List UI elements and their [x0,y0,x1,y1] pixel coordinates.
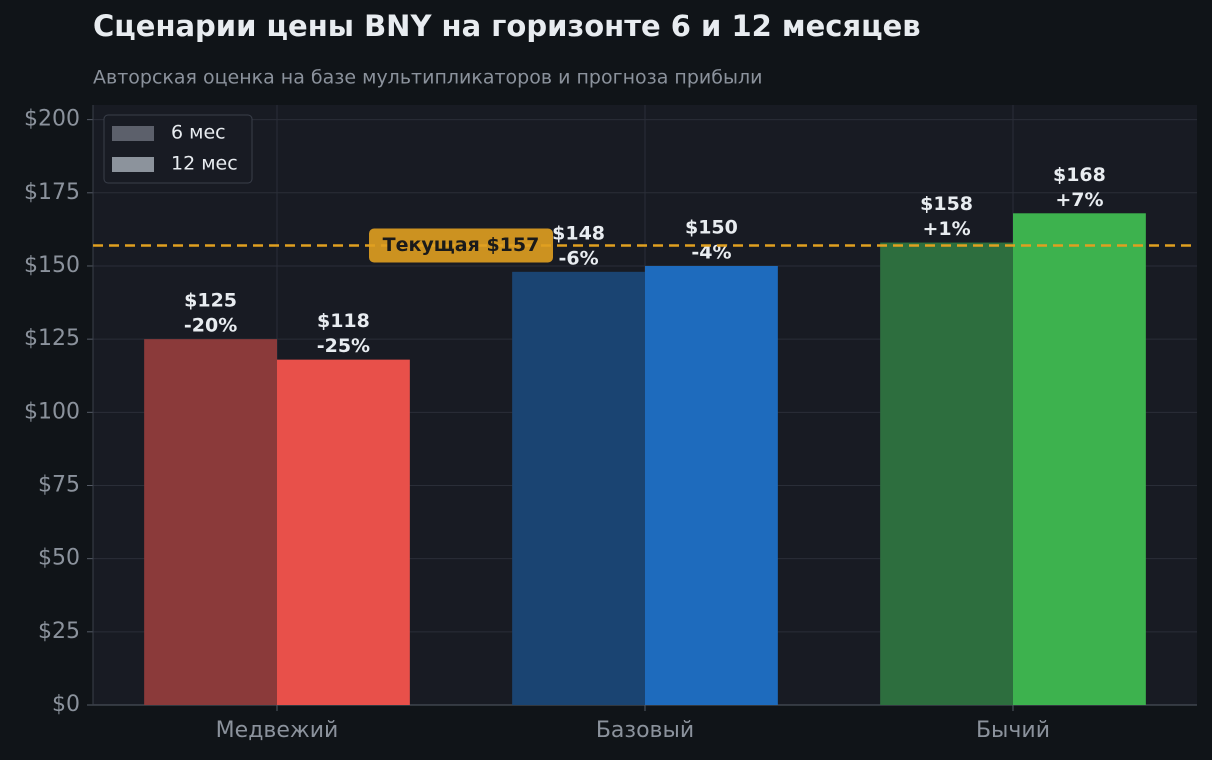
bar [512,271,645,705]
bar [1013,213,1146,706]
x-tick-label: Базовый [596,718,694,743]
y-tick-label: $200 [24,107,80,132]
y-tick-label: $150 [24,253,80,278]
y-tick-label: $25 [38,619,80,644]
change-label: -4% [691,241,731,263]
change-label: -25% [317,335,370,357]
legend-swatch [112,126,154,141]
reference-label: Текущая $157 [383,234,540,256]
y-tick-label: $50 [38,546,80,571]
change-label: -20% [184,315,237,337]
bar [645,265,778,705]
y-tick-label: $175 [24,180,80,205]
change-label: -6% [558,247,598,269]
value-label: $150 [685,216,738,238]
value-label: $125 [184,290,237,312]
value-label: $168 [1053,164,1106,186]
value-label: $158 [920,193,973,215]
reference-label-box [369,228,553,263]
legend-swatch [112,157,154,172]
value-label: $148 [552,222,605,244]
y-tick-label: $100 [24,399,80,424]
chart-subtitle: Авторская оценка на базе мультипликаторо… [93,67,762,89]
x-tick-label: Медвежий [216,718,339,743]
bar [144,339,277,705]
y-tick-label: $75 [38,472,80,497]
bar [880,242,1013,705]
value-label: $118 [317,310,370,332]
legend-label: 6 мес [171,122,226,144]
change-label: +1% [922,218,970,240]
x-tick-label: Бычий [976,718,1050,743]
y-tick-label: $125 [24,326,80,351]
legend-label: 12 мес [171,153,238,175]
change-label: +7% [1055,189,1103,211]
chart-title: Сценарии цены BNY на горизонте 6 и 12 ме… [93,9,921,43]
y-tick-label: $0 [52,692,80,717]
bar [277,359,410,705]
